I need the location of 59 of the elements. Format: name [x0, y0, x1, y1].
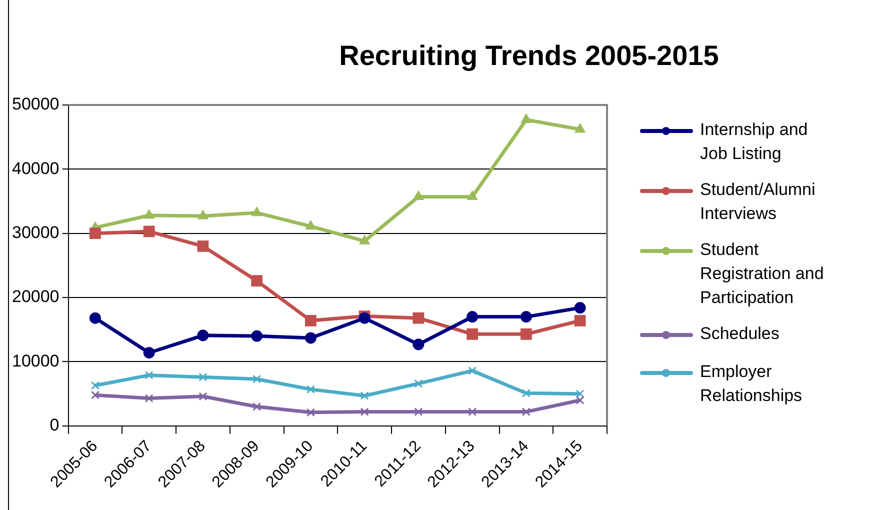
point: [576, 396, 584, 405]
point: [144, 210, 154, 219]
point: [574, 314, 586, 326]
point: [252, 207, 262, 216]
point: [413, 191, 424, 200]
point: [359, 235, 370, 244]
legend-label: Student/Alumni Interviews: [700, 179, 816, 225]
point: [414, 408, 423, 416]
point: [360, 391, 369, 400]
point: [198, 210, 208, 220]
point: [306, 408, 315, 417]
y-tick-label: 0: [50, 416, 60, 435]
point: [574, 302, 586, 314]
point: [306, 220, 316, 230]
point: [144, 370, 154, 380]
point: [466, 328, 478, 340]
point: [89, 312, 101, 324]
point: [197, 330, 209, 342]
legend-label: Employer Relationships: [700, 361, 804, 407]
point: [522, 388, 530, 398]
point: [252, 374, 262, 384]
point: [412, 338, 424, 350]
y-tick-label: 40000: [12, 158, 60, 178]
y-tick-label: 10000: [12, 351, 60, 370]
point: [576, 390, 584, 398]
legend-label: Internship and Job Listing: [700, 119, 809, 165]
point: [574, 124, 586, 133]
point: [467, 191, 478, 200]
point: [466, 311, 478, 323]
point: [251, 275, 263, 287]
point: [306, 385, 315, 394]
point: [90, 228, 101, 240]
y-tick-label: 20000: [12, 287, 60, 306]
point: [143, 226, 155, 238]
point: [521, 114, 532, 124]
y-tick-label: 30000: [12, 223, 60, 242]
point: [90, 390, 100, 400]
point: [468, 408, 477, 416]
point: [197, 240, 209, 252]
point: [90, 381, 100, 390]
legend-label: Student Registration and Participation: [700, 239, 825, 309]
point: [520, 311, 532, 323]
point: [198, 372, 208, 382]
point: [412, 312, 424, 324]
legend-label: Schedules: [700, 323, 780, 345]
point: [360, 408, 369, 416]
chart-title: Recruiting Trends 2005-2015: [338, 40, 720, 72]
point: [304, 332, 316, 344]
point: [251, 330, 263, 342]
point: [520, 328, 532, 340]
point: [143, 346, 155, 358]
point: [414, 379, 423, 388]
point: [252, 402, 262, 411]
point: [468, 366, 477, 375]
point: [522, 408, 530, 416]
point: [305, 314, 316, 326]
point: [198, 392, 208, 401]
y-tick-label: 50000: [12, 94, 60, 114]
point: [144, 394, 154, 403]
